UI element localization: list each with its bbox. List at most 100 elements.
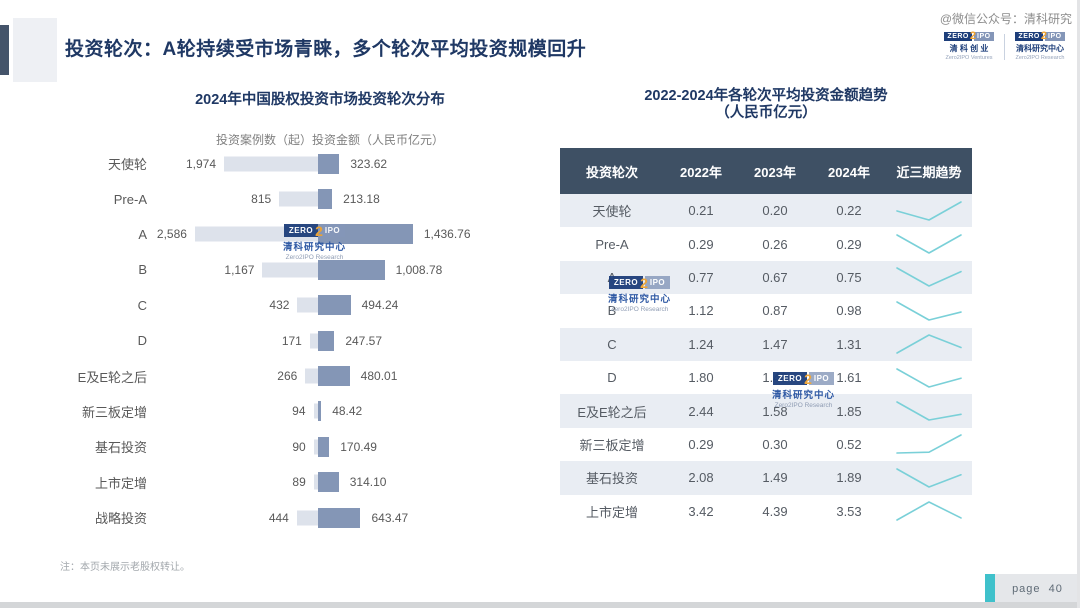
- trend-sparkline-icon: [896, 267, 962, 288]
- category-label: Pre-A: [113, 191, 147, 207]
- logo-two-text: 2: [969, 30, 976, 42]
- watermark-two-text: 2: [315, 222, 323, 239]
- bar-chart-row: Pre-A 815 213.18: [65, 181, 515, 216]
- trend-cell: [886, 231, 972, 257]
- header-cell: 投资轮次: [585, 164, 638, 180]
- cell-value: 3.53: [836, 503, 862, 519]
- trend-sparkline-icon: [896, 434, 962, 455]
- cell-value: 0.20: [762, 203, 788, 219]
- trend-sparkline-icon: [896, 401, 962, 421]
- amount-bar: [318, 401, 322, 422]
- amount-value: 494.24: [361, 298, 399, 313]
- cell-value: 0.29: [688, 236, 714, 252]
- row-plot: 266 480.01: [147, 358, 515, 393]
- right-edge-strip: [1077, 0, 1080, 608]
- amount-bar: [318, 366, 350, 387]
- category-label: A: [138, 226, 147, 242]
- amount-value: 213.18: [343, 192, 380, 207]
- row-plot: 90 170.49: [147, 429, 515, 464]
- logo-zero-text: ZERO: [1015, 32, 1043, 41]
- bar-chart-row: 天使轮 1,974 323.62: [65, 146, 515, 181]
- count-value: 1,974: [186, 156, 217, 171]
- trend-sparkline-icon: [896, 367, 962, 388]
- header-cell: 2023年: [754, 164, 796, 180]
- amount-bar: [318, 507, 361, 528]
- trend-table-title: 2022-2024年各轮次平均投资金额趋势: [644, 88, 888, 104]
- watermark-chart: ZERO 2 IPO 清科研究中心 Zero2IPO Research: [283, 224, 346, 261]
- count-bar: [279, 191, 318, 207]
- bar-chart-title: 2024年中国股权投资市场投资轮次分布: [195, 92, 445, 108]
- cell-value: 0.29: [688, 436, 714, 452]
- cell-value: 2.44: [688, 403, 714, 419]
- trend-table-body: 天使轮0.210.200.22Pre-A0.290.260.29A0.770.6…: [560, 194, 972, 528]
- trend-sparkline-icon: [896, 468, 962, 488]
- logo-ventures-en: Zero2IPO Ventures: [945, 55, 993, 61]
- trend-cell: [886, 331, 972, 357]
- cell-value: 0.67: [762, 269, 788, 285]
- bar-chart-row: 新三板定增 94 48.42: [65, 394, 515, 429]
- cell-value: 1.89: [836, 470, 862, 486]
- trend-table-header: 投资轮次 2022年 2023年 2024年 近三期趋势: [560, 148, 972, 194]
- trend-sparkline-icon: [896, 234, 962, 254]
- trend-cell: [886, 365, 972, 391]
- trend-cell: [886, 465, 972, 491]
- cell-value: 1.12: [688, 303, 714, 319]
- category-label: 基石投资: [94, 440, 147, 456]
- row-label: 上市定增: [585, 504, 638, 520]
- amount-value: 1,008.78: [395, 262, 443, 277]
- row-plot: 1,167 1,008.78: [147, 252, 515, 287]
- row-label: 基石投资: [585, 471, 638, 487]
- bottom-edge-strip: [0, 602, 1080, 608]
- watermark-ipo-text: IPO: [319, 224, 346, 237]
- bar-chart-rows: 天使轮 1,974 323.62 Pre-A 815 213.18 A 2,586 1,436.…: [65, 146, 515, 535]
- count-value: 2,586: [156, 227, 187, 242]
- logo-research-en: Zero2IPO Research: [1015, 55, 1065, 61]
- amount-value: 48.42: [332, 404, 363, 419]
- watermark-table-lower: ZERO 2 IPO 清科研究中心 Zero2IPO Research: [772, 372, 835, 409]
- logo-research: ZERO 2 IPO 清科研究中心 Zero2IPO Research: [1008, 31, 1072, 61]
- cell-value: 2.08: [688, 470, 714, 486]
- row-label: 天使轮: [592, 204, 632, 220]
- trend-cell: [886, 198, 972, 224]
- amount-bar: [318, 295, 351, 316]
- cell-value: 1.47: [762, 336, 788, 352]
- count-value: 171: [281, 333, 302, 348]
- trend-cell: [886, 298, 972, 324]
- table-row: B 1.12 0.87 0.98: [560, 294, 972, 328]
- logo-research-cn: 清科研究中心: [1016, 44, 1064, 53]
- table-row: 基石投资 2.08 1.49 1.89: [560, 461, 972, 495]
- amount-bar: [318, 189, 333, 210]
- row-label: 新三板定增: [579, 437, 645, 453]
- watermark-zero-text: ZERO: [608, 276, 644, 289]
- count-bar: [297, 297, 318, 313]
- row-label: E及E轮之后: [577, 404, 647, 420]
- watermark-table-upper: ZERO 2 IPO 清科研究中心 Zero2IPO Research: [608, 276, 671, 313]
- watermark-cn-text: 清科研究中心: [283, 242, 347, 253]
- trend-cell: [886, 431, 972, 457]
- amount-value: 1,436.76: [423, 227, 471, 242]
- table-row: 天使轮 0.21 0.20 0.22: [560, 194, 972, 228]
- page-number: page 40: [995, 583, 1080, 595]
- page-label-text: page: [1012, 583, 1041, 595]
- category-label: 新三板定增: [81, 404, 147, 420]
- bar-chart-legend: 投资案例数（起）投资金额（人民币亿元）: [215, 133, 444, 147]
- amount-value: 170.49: [340, 439, 377, 454]
- count-value: 266: [277, 369, 298, 384]
- count-value: 89: [292, 475, 306, 490]
- row-label: Pre-A: [595, 236, 629, 252]
- logo-ipo-text: IPO: [974, 32, 994, 41]
- cell-value: 1.24: [688, 336, 714, 352]
- row-label: D: [607, 370, 617, 386]
- amount-value: 323.62: [350, 156, 388, 171]
- row-plot: 444 643.47: [147, 500, 515, 535]
- amount-bar: [318, 153, 340, 174]
- trend-cell: [886, 264, 972, 290]
- header-cell: 2024年: [828, 164, 870, 180]
- bar-chart-row: D 171 247.57: [65, 323, 515, 358]
- row-plot: 94 48.42: [147, 394, 515, 429]
- amount-bar: [318, 259, 385, 280]
- zero2ipo-logo-icon: ZERO 2 IPO: [1008, 31, 1072, 42]
- row-plot: 89 314.10: [147, 465, 515, 500]
- category-label: 战略投资: [94, 511, 147, 527]
- cell-value: 1.80: [688, 370, 714, 386]
